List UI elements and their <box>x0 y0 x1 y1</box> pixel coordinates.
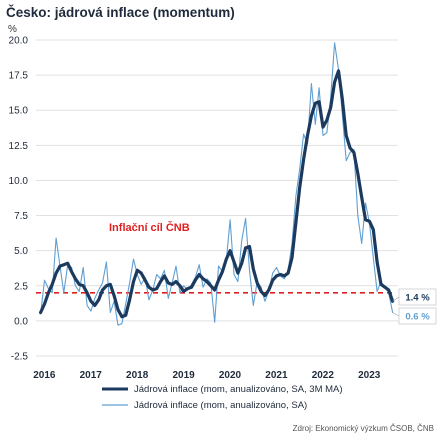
y-tick-label: 20.0 <box>9 36 29 47</box>
end-label-sa: 0.6 % <box>405 312 430 323</box>
x-tick-label: 2022 <box>312 370 335 381</box>
grid-lines <box>36 39 398 357</box>
chart-title: Česko: jádrová inflace (momentum) <box>6 5 235 20</box>
y-tick-label: 17.5 <box>9 71 29 82</box>
y-tick-label: 5.0 <box>14 246 28 257</box>
x-tick-label: 2016 <box>33 370 56 381</box>
end-label-3m-ma-leader <box>392 296 400 302</box>
x-tick-label: 2017 <box>80 370 103 381</box>
y-tick-label: 2.5 <box>14 281 28 292</box>
end-label-3m-ma: 1.4 % <box>405 293 430 304</box>
x-tick-label: 2019 <box>172 370 195 381</box>
end-label-3m-ma-box <box>398 288 437 306</box>
end-labels: 1.4 % 0.6 % <box>392 288 437 325</box>
legend-label-sa: Jádrová inflace (mom, anualizováno, SA) <box>134 400 307 411</box>
legend: Jádrová inflace (mom, anualizováno, SA, … <box>102 384 343 411</box>
x-tick-label: 2023 <box>358 370 381 381</box>
x-tick-label: 2020 <box>219 370 242 381</box>
y-tick-label: 10.0 <box>9 176 29 187</box>
y-unit-label: % <box>8 24 17 35</box>
target-label: Inflační cíl ČNB <box>109 221 190 234</box>
y-tick-label: 15.0 <box>9 106 29 117</box>
series-line-sa <box>40 42 394 326</box>
y-axis-ticks: -2.5 0.0 2.5 5.0 7.5 10.0 12.5 15.0 17.5 20.0 <box>9 36 29 363</box>
end-label-sa-leader <box>392 312 400 317</box>
y-tick-label: -2.5 <box>11 352 29 363</box>
y-tick-label: 12.5 <box>9 141 29 152</box>
series-line-3m-ma <box>39 69 395 319</box>
y-tick-label: 0.0 <box>14 316 28 327</box>
x-tick-label: 2018 <box>126 370 149 381</box>
legend-label-3m-ma: Jádrová inflace (mom, anualizováno, SA, … <box>134 384 343 395</box>
y-tick-label: 7.5 <box>14 211 28 222</box>
series-layer <box>39 42 395 326</box>
x-tick-label: 2021 <box>265 370 288 381</box>
end-label-sa-box <box>398 307 437 325</box>
source-note: Zdroj: Ekonomický výzkum ČSOB, ČNB <box>293 424 434 433</box>
x-axis-ticks: 2016 2017 2018 2019 2020 2021 2022 2023 <box>33 370 381 381</box>
